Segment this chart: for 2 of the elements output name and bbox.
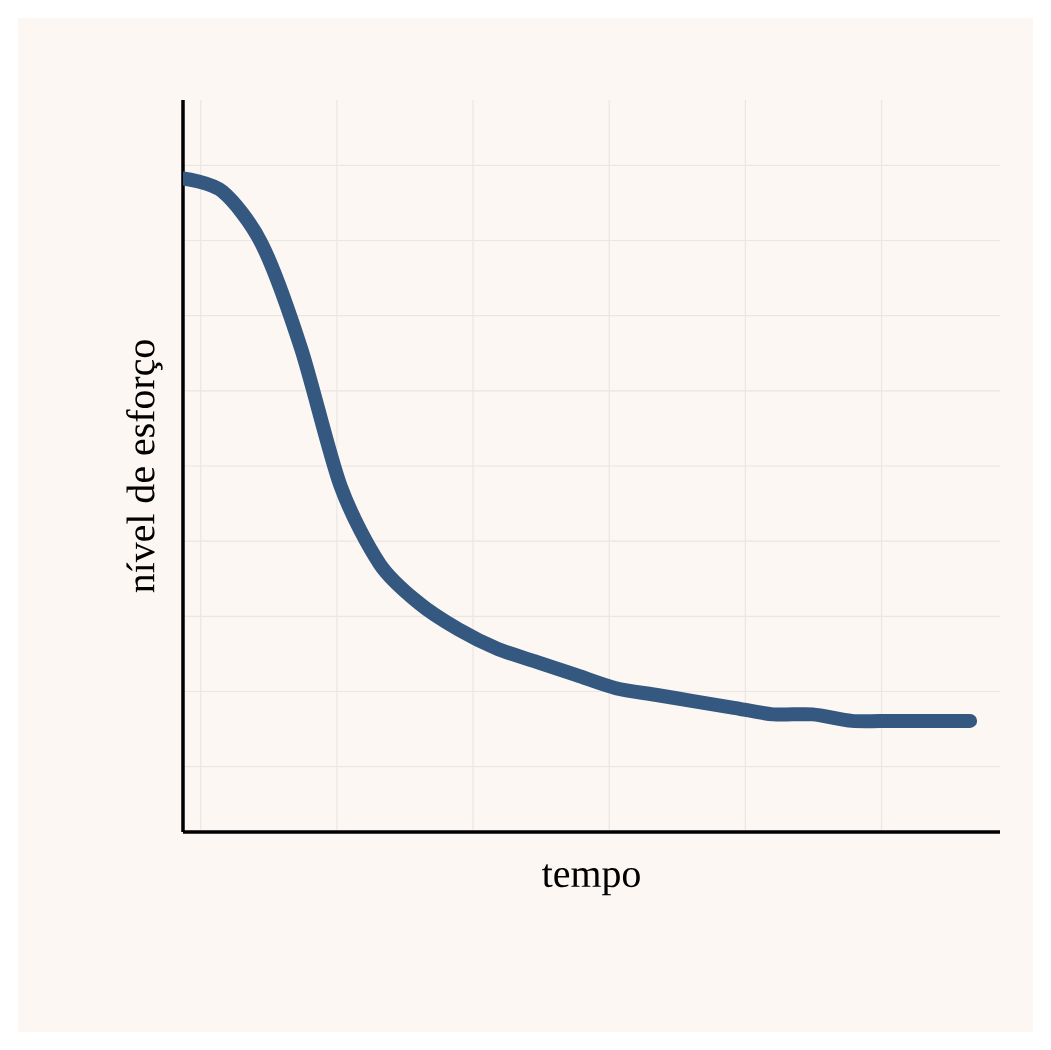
y-axis-title: nível de esforço (126, 340, 163, 593)
x-axis-title: tempo (542, 864, 640, 896)
